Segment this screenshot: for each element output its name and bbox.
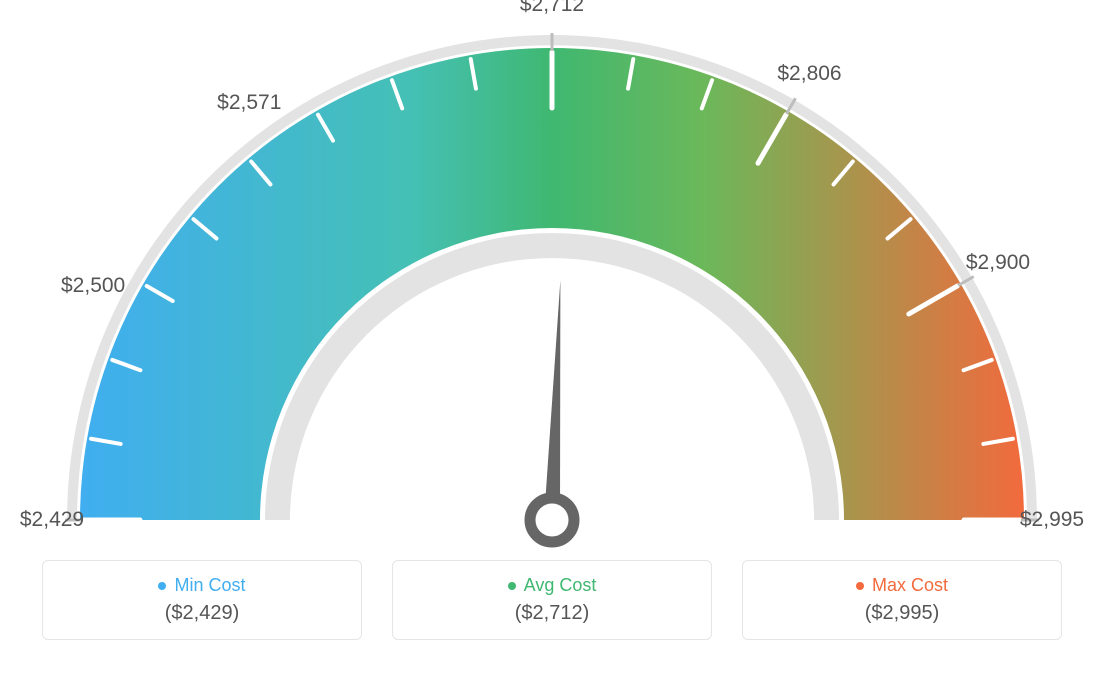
gauge-svg (0, 20, 1104, 560)
gauge-tick-label: $2,500 (61, 274, 125, 298)
gauge-tick-label: $2,806 (777, 62, 841, 86)
gauge-tick-label: $2,712 (520, 0, 584, 17)
legend-label-row-min: Min Cost (158, 575, 245, 596)
legend-label-avg: Avg Cost (524, 575, 597, 596)
legend-value-max: ($2,995) (865, 602, 940, 625)
gauge-tick-label: $2,900 (966, 251, 1030, 275)
legend-dot-avg (508, 582, 516, 590)
gauge-needle (544, 280, 560, 520)
legend-box-avg: Avg Cost ($2,712) (392, 560, 712, 640)
chart-container: $2,429 $2,500 $2,571 $2,712 $2,806 $2,900 $2,9… (0, 0, 1104, 690)
legend-value-min: ($2,429) (165, 602, 240, 625)
legend-value-avg: ($2,712) (515, 602, 590, 625)
gauge-chart: $2,429$2,500$2,571$2,712$2,806$2,900$2,9… (0, 20, 1104, 560)
legend-label-row-max: Max Cost (856, 575, 948, 596)
gauge-tick-label: $2,429 (20, 508, 84, 532)
legend-label-max: Max Cost (872, 575, 948, 596)
legend-dot-min (158, 582, 166, 590)
legend-row: Min Cost ($2,429) Avg Cost ($2,712) Max … (0, 560, 1104, 640)
legend-box-max: Max Cost ($2,995) (742, 560, 1062, 640)
gauge-tick-label: $2,995 (1020, 508, 1084, 532)
legend-dot-max (856, 582, 864, 590)
legend-box-min: Min Cost ($2,429) (42, 560, 362, 640)
legend-label-row-avg: Avg Cost (508, 575, 597, 596)
gauge-needle-hub (530, 498, 574, 542)
gauge-tick-label: $2,571 (217, 91, 281, 115)
legend-label-min: Min Cost (174, 575, 245, 596)
